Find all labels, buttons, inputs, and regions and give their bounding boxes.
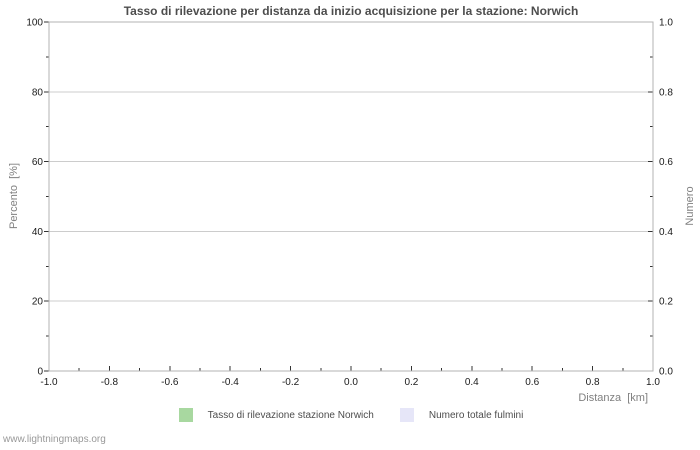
y-axis-label-left: Percento [%] xyxy=(8,162,20,230)
legend-label-detection-rate: Tasso di rilevazione stazione Norwich xyxy=(207,409,374,421)
watermark-link[interactable]: www.lightningmaps.org xyxy=(3,434,106,445)
x-tick-label: -0.2 xyxy=(282,377,300,388)
legend: Tasso di rilevazione stazione Norwich Nu… xyxy=(49,408,653,422)
y-left-tick-label: 20 xyxy=(32,297,44,308)
y-left-tick-label: 40 xyxy=(32,227,44,238)
y-left-tick-label: 0 xyxy=(37,367,43,378)
y-right-tick-label: 0.4 xyxy=(659,227,673,238)
y-right-tick-label: 1.0 xyxy=(659,18,673,29)
x-tick-label: 0.4 xyxy=(465,377,479,388)
x-tick-label: -0.6 xyxy=(161,377,179,388)
x-tick-label: 0.8 xyxy=(586,377,600,388)
x-axis-label: Distanza [km] xyxy=(578,392,648,404)
legend-label-total-lightning: Numero totale fulmini xyxy=(428,409,524,421)
y-left-tick-label: 100 xyxy=(26,18,43,29)
legend-item-detection-rate: Tasso di rilevazione stazione Norwich xyxy=(178,408,374,422)
x-tick-label: 1.0 xyxy=(646,377,660,388)
y-right-tick-label: 0.0 xyxy=(659,367,673,378)
legend-swatch-detection-rate-icon xyxy=(178,408,193,422)
legend-swatch-total-lightning-icon xyxy=(399,408,414,422)
legend-item-total-lightning: Numero totale fulmini xyxy=(399,408,524,422)
y-right-tick-label: 0.6 xyxy=(659,157,673,168)
x-tick-label: 0.0 xyxy=(344,377,358,388)
y-axis-label-right: Numero xyxy=(684,186,696,226)
chart-title: Tasso di rilevazione per distanza da ini… xyxy=(123,4,579,18)
x-tick-label: 0.2 xyxy=(404,377,418,388)
y-right-tick-label: 0.2 xyxy=(659,297,673,308)
x-tick-label: -0.8 xyxy=(101,377,119,388)
y-right-tick-label: 0.8 xyxy=(659,87,673,98)
x-tick-label: 0.6 xyxy=(525,377,539,388)
y-left-tick-label: 60 xyxy=(32,157,44,168)
plot-frame xyxy=(48,21,654,372)
x-tick-label: -0.4 xyxy=(222,377,240,388)
y-left-tick-label: 80 xyxy=(32,87,44,98)
x-tick-label: -1.0 xyxy=(40,377,58,388)
